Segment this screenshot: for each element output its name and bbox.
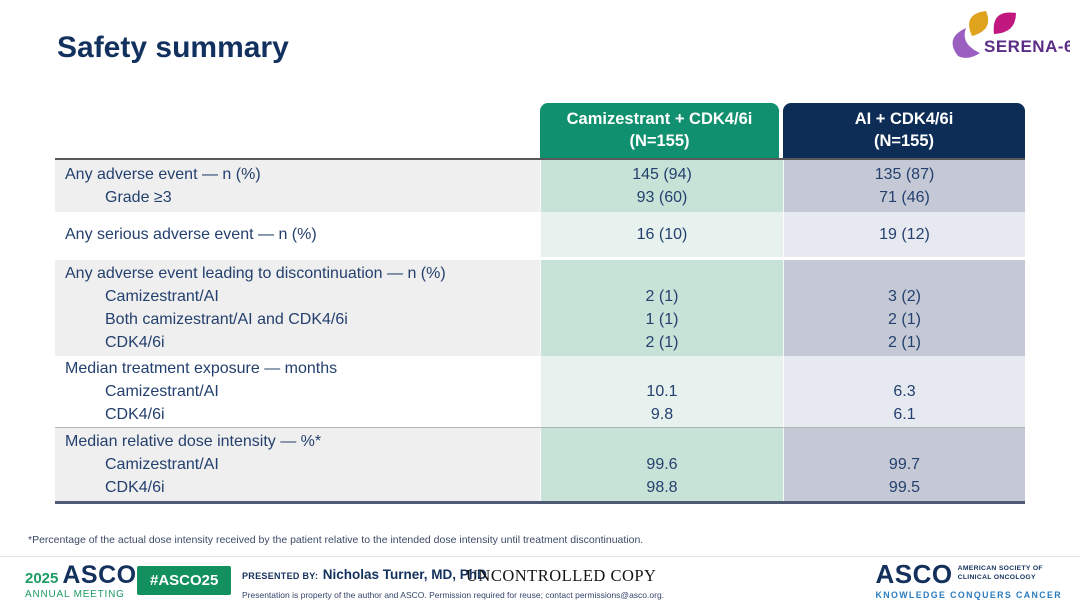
asco-org-line2: CLINICAL ONCOLOGY <box>957 574 1036 581</box>
row-label: Median relative dose intensity — %* <box>65 433 322 450</box>
asco-org-line1: AMERICAN SOCIETY OF <box>957 565 1043 573</box>
asco-annual-meeting-logo: 2025 ASCO ANNUAL MEETING <box>25 563 137 600</box>
cell-value: 71 (46) <box>879 189 930 206</box>
asco-logo-text: ASCO <box>875 559 953 589</box>
uncontrolled-copy-watermark: UNCONTROLLED COPY <box>466 566 657 585</box>
meeting-name: ANNUAL MEETING <box>25 589 125 600</box>
cell-value: 99.6 <box>646 456 678 473</box>
row-label: Any adverse event — n (%) <box>65 166 261 183</box>
cell-value: 3 (2) <box>888 288 921 305</box>
cell-value <box>541 357 783 380</box>
cell-value: 6.1 <box>893 406 916 423</box>
column-header-ai: AI + CDK4/6i (N=155) <box>783 103 1025 158</box>
column-header-label: Camizestrant + CDK4/6i <box>566 110 753 129</box>
row-sublabel: CDK4/6i <box>105 334 165 351</box>
row-sublabel: Grade ≥3 <box>105 189 172 206</box>
meeting-year: 2025 <box>25 570 59 587</box>
meeting-org: ASCO <box>62 561 137 589</box>
presenter-name: Nicholas Turner, MD, PhD <box>322 567 487 582</box>
safety-summary-table: Camizestrant + CDK4/6i (N=155) AI + CDK4… <box>55 103 1025 504</box>
cell-value <box>784 262 1025 285</box>
cell-value <box>541 430 783 453</box>
cell-value <box>541 262 783 285</box>
table-row-serious-adverse-event: Any serious adverse event — n (%) 16 (10… <box>55 212 1025 257</box>
table-row-treatment-exposure: Median treatment exposure — months Camiz… <box>55 356 1025 427</box>
row-label: Median treatment exposure — months <box>65 360 338 377</box>
asco-tagline: KNOWLEDGE CONQUERS CANCER <box>875 590 1062 600</box>
presented-by: PRESENTED BY: Nicholas Turner, MD, PhD <box>242 566 487 584</box>
table-body: Any adverse event — n (%) Grade ≥3 145 (… <box>55 158 1025 504</box>
row-sublabel: CDK4/6i <box>105 406 165 423</box>
butterfly-petals-icon <box>952 11 1016 58</box>
row-label: Any adverse event leading to discontinua… <box>65 265 446 282</box>
cell-value: 2 (1) <box>645 288 679 305</box>
row-sublabel: Both camizestrant/AI and CDK4/6i <box>105 311 348 328</box>
column-header-n: (N=155) <box>629 131 690 150</box>
disclaimer-text: Presentation is property of the author a… <box>242 590 665 600</box>
footnote: *Percentage of the actual dose intensity… <box>28 534 644 546</box>
column-header-n: (N=155) <box>873 131 935 150</box>
cell-value: 9.8 <box>650 406 674 423</box>
hashtag-badge: #ASCO25 <box>137 566 232 595</box>
column-header-label: AI + CDK4/6i <box>854 110 954 129</box>
cell-value: 135 (87) <box>874 166 935 183</box>
cell-value: 98.8 <box>646 479 678 496</box>
cell-value: 1 (1) <box>645 311 679 328</box>
cell-value: 2 (1) <box>888 334 921 351</box>
cell-value: 16 (10) <box>636 226 688 243</box>
cell-value: 2 (1) <box>888 311 921 328</box>
table-row-dose-intensity: Median relative dose intensity — %* Cami… <box>55 427 1025 501</box>
table-row-any-adverse-event: Any adverse event — n (%) Grade ≥3 145 (… <box>55 160 1025 212</box>
cell-value: 2 (1) <box>645 334 679 351</box>
serena-6-logo-text: SERENA-6 <box>984 37 1070 56</box>
highlight-box-gap <box>55 257 1025 260</box>
row-sublabel: Camizestrant/AI <box>105 456 219 473</box>
column-header-camizestrant: Camizestrant + CDK4/6i (N=155) <box>540 103 779 158</box>
table-row-discontinuation: Any adverse event leading to discontinua… <box>55 260 1025 356</box>
page-title: Safety summary <box>57 31 289 64</box>
cell-value: 99.7 <box>888 456 921 473</box>
cell-value: 145 (94) <box>632 166 692 183</box>
table-header-row: Camizestrant + CDK4/6i (N=155) AI + CDK4… <box>55 103 1025 158</box>
row-sublabel: CDK4/6i <box>105 479 165 496</box>
row-sublabel: Camizestrant/AI <box>105 383 219 400</box>
asco-society-logo: ASCO AMERICAN SOCIETY OF CLINICAL ONCOLO… <box>875 561 1062 600</box>
cell-value: 6.3 <box>893 383 916 400</box>
cell-value <box>784 430 1025 453</box>
row-label: Any serious adverse event — n (%) <box>65 226 317 243</box>
cell-value: 93 (60) <box>636 189 688 206</box>
cell-value: 19 (12) <box>879 226 930 243</box>
presented-by-label: PRESENTED BY: <box>242 571 319 581</box>
cell-value: 99.5 <box>888 479 921 496</box>
footer: 2025 ASCO ANNUAL MEETING #ASCO25 PRESENT… <box>0 556 1080 608</box>
cell-value <box>784 357 1025 380</box>
row-sublabel: Camizestrant/AI <box>105 288 219 305</box>
serena-6-logo: SERENA-6 <box>942 6 1070 58</box>
cell-value: 10.1 <box>646 383 678 400</box>
